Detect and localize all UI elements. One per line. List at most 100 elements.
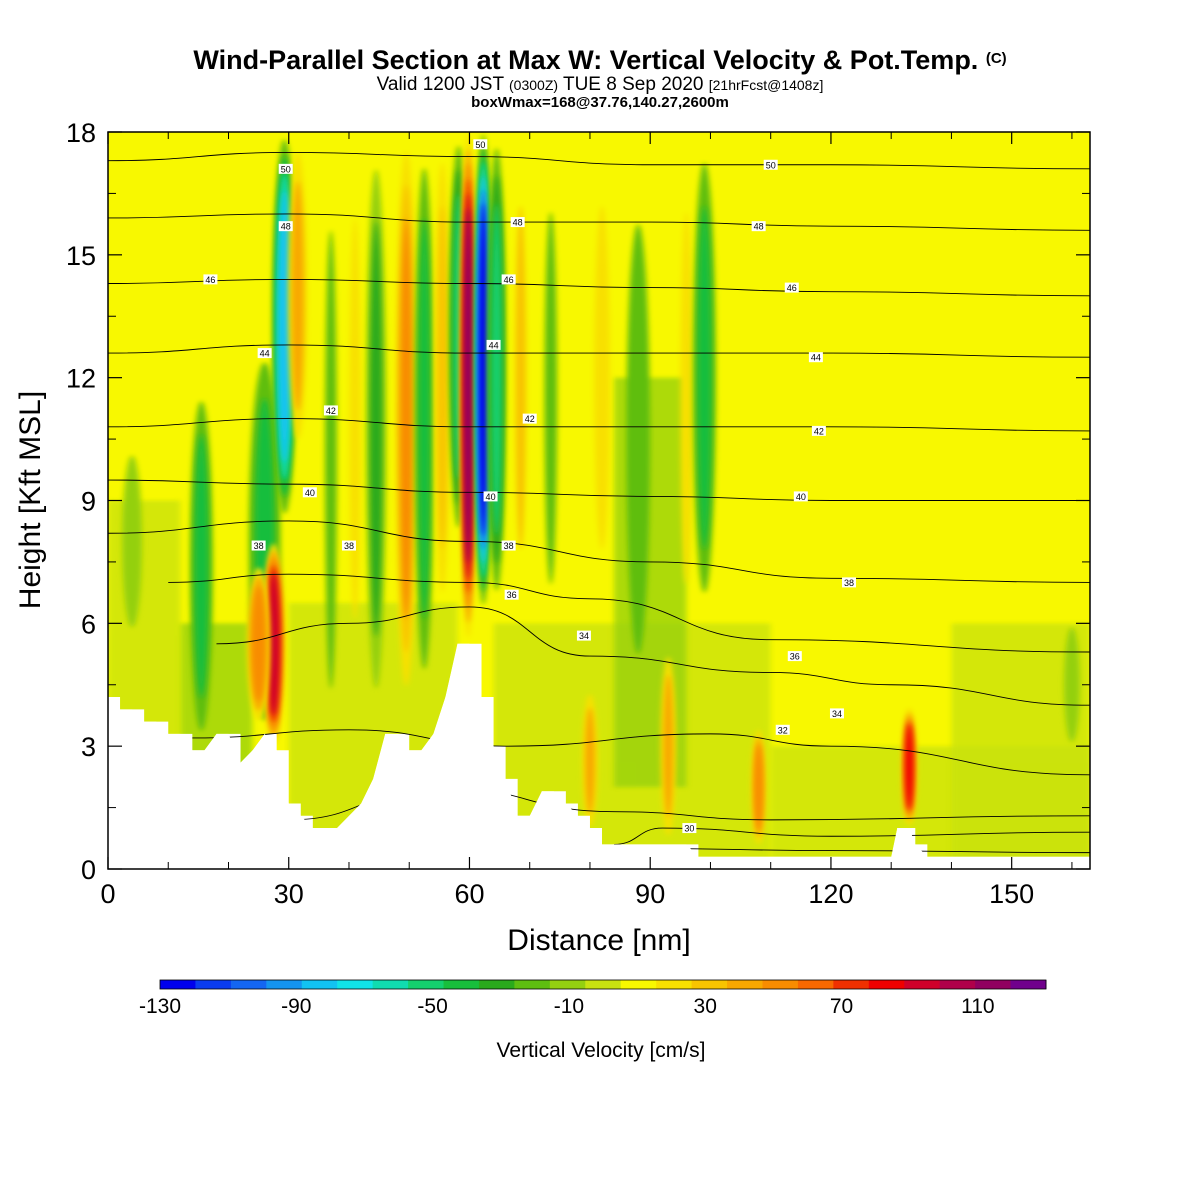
theta-contours (108, 152, 1090, 854)
colorbar-tick-label: -130 (139, 995, 181, 1018)
chart-title-line: Wind-Parallel Section at Max W: Vertical… (0, 44, 1200, 75)
contour-label-text: 50 (475, 140, 485, 150)
colorbar-swatch (975, 980, 1012, 989)
w-feature-26 (1064, 627, 1080, 743)
colorbar-swatch (656, 980, 693, 989)
w-feature-13 (464, 208, 473, 564)
w-feature-8 (369, 221, 383, 637)
y-tick-label: 18 (66, 118, 96, 148)
w-feature-24 (754, 744, 763, 831)
w-feature-20 (626, 224, 650, 655)
colorbar-swatch (478, 980, 515, 989)
w-feature-23 (697, 205, 712, 550)
theta-contour-48 (108, 213, 1090, 231)
contour-label-text: 40 (486, 492, 496, 502)
terrain-mask (108, 643, 1090, 869)
contour-label-text: 42 (525, 414, 535, 424)
contour-label-text: 40 (796, 492, 806, 502)
contour-label: 48 (510, 217, 525, 228)
subtitle-fcst: [21hrFcst@1408z] (708, 77, 824, 93)
contour-label: 50 (278, 163, 293, 174)
theta-contour-50 (108, 152, 1090, 170)
colorbar-tick-label: -10 (554, 995, 584, 1018)
contour-label-text: 38 (254, 541, 264, 551)
contour-label: 46 (501, 274, 516, 285)
w-feature-10 (418, 217, 431, 620)
contour-label-text: 46 (504, 275, 514, 285)
chart-title: Wind-Parallel Section at Max W: Vertical… (193, 45, 979, 75)
theta-contour-40 (108, 479, 1090, 501)
x-tick-label: 120 (808, 879, 853, 909)
title-block: Wind-Parallel Section at Max W: Vertical… (0, 44, 1200, 111)
colorbar-swatch (301, 980, 338, 989)
contour-label: 46 (203, 274, 218, 285)
colorbar-tick-label: 70 (830, 995, 853, 1018)
contour-label: 38 (842, 577, 857, 588)
x-axis-title: Distance [nm] (507, 924, 690, 957)
contour-label: 46 (784, 282, 799, 293)
w-feature-3 (252, 586, 265, 702)
contour-label-text: 48 (513, 218, 523, 228)
contour-label-text: 42 (814, 426, 824, 436)
colorbar-swatch (620, 980, 657, 989)
colorbar-swatch (266, 980, 303, 989)
contour-label-text: 38 (844, 578, 854, 588)
contour-label: 42 (811, 425, 826, 436)
colorbar-swatch (585, 980, 622, 989)
contour-label: 34 (829, 708, 844, 719)
colorbar-frame (159, 979, 1047, 990)
contour-label: 36 (504, 589, 519, 600)
contour-label-text: 48 (754, 222, 764, 232)
contour-label-text: 44 (260, 349, 270, 359)
contour-label: 42 (522, 413, 537, 424)
y-tick-label: 9 (81, 487, 96, 517)
theta-contour-32 (192, 729, 1090, 776)
contour-label: 40 (302, 487, 317, 498)
contour-label: 50 (473, 139, 488, 150)
contour-label-text: 42 (326, 406, 336, 416)
w-feature-2 (268, 572, 280, 716)
chart-subtitle: Valid 1200 JST (0300Z) TUE 8 Sep 2020 [2… (0, 75, 1200, 95)
colorbar-swatch (1010, 980, 1047, 989)
contour-label-text: 46 (787, 283, 797, 293)
contour-label-text: 50 (281, 164, 291, 174)
contour-label-text: 40 (305, 488, 315, 498)
subtitle-utc: (0300Z) (509, 77, 559, 93)
contour-label: 48 (751, 221, 766, 232)
x-tick-label: 150 (989, 879, 1034, 909)
w-feature-27 (122, 455, 142, 628)
contour-label-text: 48 (281, 222, 291, 232)
theta-contour-28 (650, 848, 1090, 854)
y-tick-label: 0 (81, 855, 96, 885)
w-feature-17 (544, 211, 558, 585)
y-tick-label: 12 (66, 364, 96, 394)
contour-label: 34 (576, 630, 591, 641)
contour-label: 40 (793, 491, 808, 502)
w-feature-11 (437, 205, 448, 550)
contour-label: 30 (682, 823, 697, 834)
contour-label: 38 (341, 540, 356, 551)
theta-contour-42 (108, 418, 1090, 432)
w-feature-25 (905, 723, 914, 810)
theta-contour-30 (614, 827, 1090, 845)
colorbar-swatch (160, 980, 196, 989)
contour-label: 44 (808, 352, 823, 363)
contour-label-text: 34 (579, 631, 589, 641)
x-tick-label: 30 (274, 879, 304, 909)
contour-label-text: 32 (778, 725, 788, 735)
w-feature-0 (194, 434, 209, 698)
x-tick-label: 0 (100, 879, 115, 909)
x-tick-label: 60 (454, 879, 484, 909)
w-feature-22 (680, 211, 693, 585)
theta-contour-labels: 50 48 46 44 42 40 38 38 50 48 46 44 42 40 38 36 34 50 48 46… (203, 139, 857, 834)
colorbar-tick-label: -90 (281, 995, 311, 1018)
plot-area: 50 48 46 44 42 40 38 38 50 48 46 44 42 40 38 36 34 50 48 46… (108, 132, 1090, 869)
colorbar-title: Vertical Velocity [cm/s] (497, 1039, 706, 1062)
contour-label: 44 (486, 339, 501, 350)
contour-label-text: 44 (811, 353, 821, 363)
colorbar-swatch (408, 980, 445, 989)
theta-contour-46 (108, 278, 1090, 297)
chart-subtitle-2: boxWmax=168@37.76,140.27,2600m (471, 94, 729, 111)
contour-label-text: 50 (766, 160, 776, 170)
contour-label: 38 (251, 540, 266, 551)
